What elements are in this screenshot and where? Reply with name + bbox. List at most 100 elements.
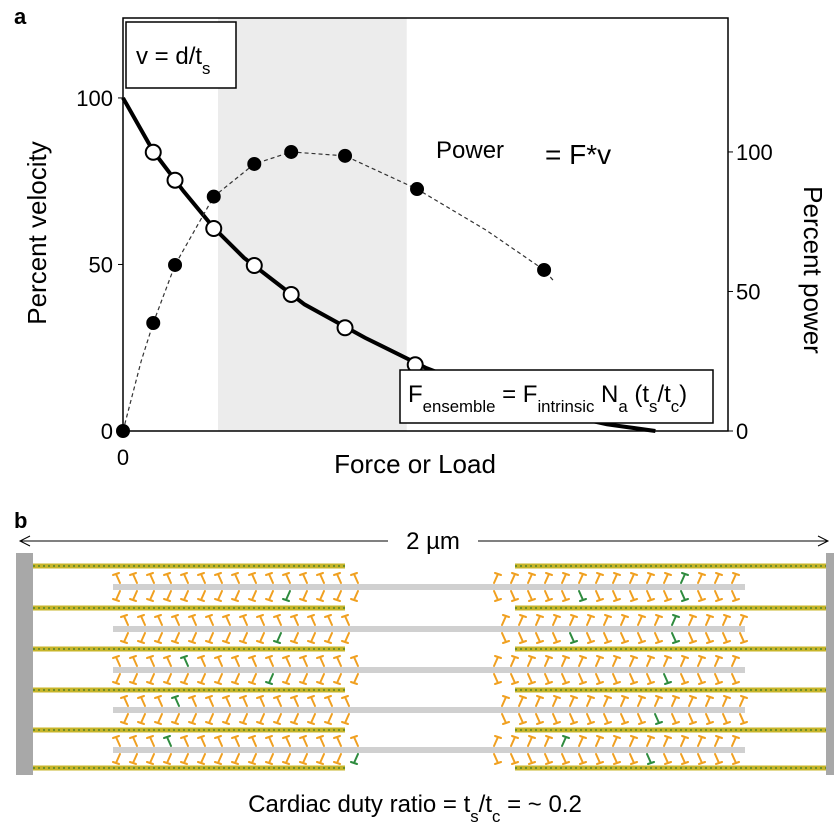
myosin-head bbox=[646, 753, 655, 765]
myosin-head bbox=[595, 655, 604, 667]
myosin-head bbox=[510, 673, 519, 685]
myosin-head bbox=[569, 614, 578, 626]
myosin-head bbox=[231, 735, 240, 747]
myosin-head bbox=[265, 590, 274, 602]
myosin-head bbox=[518, 695, 527, 707]
myosin-head bbox=[552, 632, 561, 644]
text-part: s bbox=[470, 807, 478, 824]
myosin-head bbox=[163, 673, 172, 685]
myosin-head bbox=[205, 713, 214, 725]
data-point bbox=[336, 319, 354, 337]
myosin-head bbox=[663, 590, 672, 602]
myosin-head bbox=[146, 673, 155, 685]
myosin-head bbox=[535, 614, 544, 626]
myosin-head bbox=[214, 572, 223, 584]
annotation: = F*v bbox=[545, 139, 611, 170]
myosin-head bbox=[705, 614, 714, 626]
myosin-head bbox=[527, 572, 536, 584]
caption: Cardiac duty ratio = ts/tc = ~ 0.2 bbox=[248, 791, 582, 824]
myosin-head bbox=[629, 673, 638, 685]
myosin-head bbox=[324, 632, 333, 644]
myosin-head bbox=[629, 735, 638, 747]
myosin-head bbox=[620, 614, 629, 626]
myosin-head bbox=[527, 673, 536, 685]
myosin-head bbox=[671, 713, 680, 725]
myosin-head bbox=[112, 735, 121, 747]
myosin-head bbox=[256, 614, 265, 626]
myosin-head bbox=[654, 614, 663, 626]
myosin-head bbox=[112, 590, 121, 602]
myosin-head bbox=[180, 735, 189, 747]
myosin-head bbox=[578, 735, 587, 747]
myosin-head bbox=[231, 590, 240, 602]
myosin-head bbox=[163, 590, 172, 602]
annotation: Fensemble = Fintrinsic Na (ts/tc) bbox=[408, 381, 687, 416]
myosin-head bbox=[197, 735, 206, 747]
myosin-head bbox=[282, 735, 291, 747]
myosin-head bbox=[722, 632, 731, 644]
myosin-head bbox=[705, 695, 714, 707]
text-part: N bbox=[594, 381, 618, 408]
text-part: v = d/t bbox=[136, 43, 202, 70]
myosin-head bbox=[680, 655, 689, 667]
myosin-head bbox=[561, 753, 570, 765]
myosin-head bbox=[544, 590, 553, 602]
myosin-head bbox=[180, 655, 189, 667]
myosin-head bbox=[256, 632, 265, 644]
myosin-head bbox=[205, 632, 214, 644]
myosin-head bbox=[256, 713, 265, 725]
myosin-head bbox=[154, 632, 163, 644]
myosin-head bbox=[731, 572, 740, 584]
y2-tick-label: 50 bbox=[736, 279, 760, 304]
data-point bbox=[205, 219, 223, 237]
myosin-head bbox=[205, 614, 214, 626]
myosin-head bbox=[146, 655, 155, 667]
myosin-head bbox=[561, 590, 570, 602]
myosin-head bbox=[493, 572, 502, 584]
myosin-head bbox=[316, 735, 325, 747]
annotation-box bbox=[125, 21, 237, 89]
myosin-head bbox=[222, 695, 231, 707]
myosin-head bbox=[341, 614, 350, 626]
myosin-head bbox=[333, 590, 342, 602]
myosin-head bbox=[120, 632, 129, 644]
myosin-head bbox=[510, 655, 519, 667]
text-part: Cardiac duty ratio = t bbox=[248, 791, 470, 818]
data-point bbox=[284, 144, 299, 159]
myosin-head bbox=[612, 735, 621, 747]
myosin-head bbox=[282, 590, 291, 602]
data-point bbox=[144, 143, 162, 161]
myosin-head bbox=[333, 673, 342, 685]
myosin-head bbox=[646, 655, 655, 667]
text-part: ensemble bbox=[423, 397, 496, 416]
myosin-head bbox=[163, 753, 172, 765]
myosin-head bbox=[197, 572, 206, 584]
myosin-head bbox=[290, 632, 299, 644]
myosin-head bbox=[637, 614, 646, 626]
myosin-head bbox=[214, 655, 223, 667]
myosin-head bbox=[714, 673, 723, 685]
myosin-head bbox=[146, 735, 155, 747]
myosin-head bbox=[265, 572, 274, 584]
myosin-head bbox=[671, 632, 680, 644]
myosin-head bbox=[273, 695, 282, 707]
data-point bbox=[168, 257, 183, 272]
myosin-head bbox=[620, 632, 629, 644]
myosin-head bbox=[586, 632, 595, 644]
myosin-head bbox=[654, 632, 663, 644]
myosin-head bbox=[154, 713, 163, 725]
myosin-head bbox=[595, 753, 604, 765]
myosin-head bbox=[527, 753, 536, 765]
myosin-head bbox=[722, 713, 731, 725]
myosin-head bbox=[214, 673, 223, 685]
plot-frame bbox=[122, 17, 729, 432]
myosin-head bbox=[629, 753, 638, 765]
myosin-head bbox=[307, 713, 316, 725]
scale-label: 2 µm bbox=[406, 528, 460, 555]
myosin-head bbox=[544, 753, 553, 765]
sarcomere-diagram: 2 µm bbox=[16, 528, 834, 775]
myosin-head bbox=[341, 632, 350, 644]
text-part: (t bbox=[628, 381, 650, 408]
myosin-head bbox=[629, 590, 638, 602]
myosin-head bbox=[163, 735, 172, 747]
